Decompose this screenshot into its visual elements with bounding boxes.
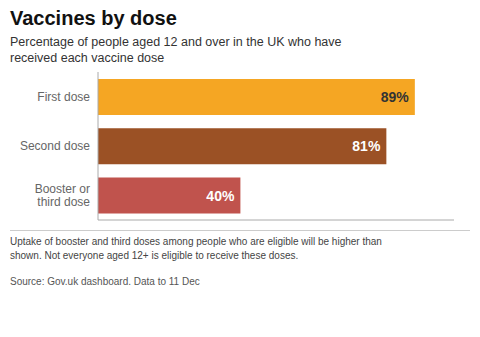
html-text:Percentage of people aged 12 a: Percentage of people aged 12 and over in… [10,35,342,65]
html-text:Vaccines by dose: Vaccines by dose [10,7,177,29]
svg-text:First dose: First dose [37,90,90,104]
html-text:Uptake of booster and third do: Uptake of booster and third doses among … [10,236,382,261]
svg-text:40%: 40% [206,188,235,204]
svg-text:81%: 81% [352,138,381,154]
svg-text:Second dose: Second dose [20,139,90,153]
html-text:Source: Gov.uk dashboard. Data: Source: Gov.uk dashboard. Data to 11 Dec [10,276,200,287]
svg-text:Booster orthird dose: Booster orthird dose [35,182,91,209]
svg-text:89%: 89% [381,89,410,105]
